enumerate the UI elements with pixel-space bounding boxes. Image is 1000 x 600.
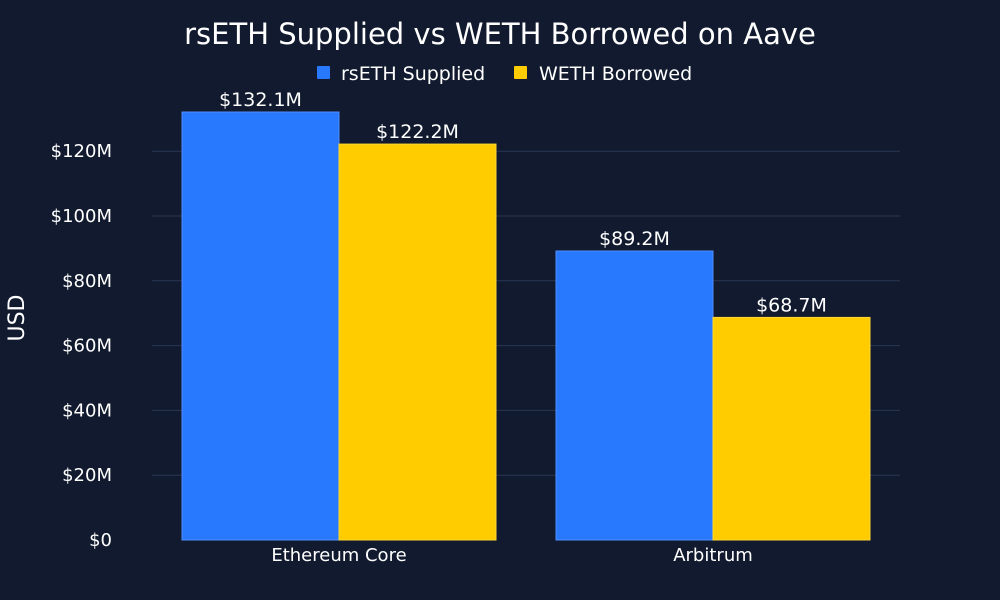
legend-label-weth: WETH Borrowed (539, 63, 692, 85)
legend-swatch-weth (514, 66, 527, 79)
bar-value-label: $89.2M (599, 228, 670, 250)
legend-label-rseth: rsETH Supplied (341, 63, 485, 85)
y-tick-label: $40M (62, 400, 112, 421)
x-tick-label: Arbitrum (673, 545, 753, 566)
bar-weth-borrowed-1 (712, 316, 871, 541)
bar-rseth-supplied-0 (181, 111, 340, 541)
bars (181, 111, 871, 541)
legend: rsETH Supplied WETH Borrowed (317, 63, 692, 85)
bar-value-label: $68.7M (756, 294, 827, 316)
y-axis-title: USD (5, 294, 30, 341)
y-tick-label: $120M (51, 141, 112, 162)
bar-data-labels: $132.1M $122.2M $89.2M $68.7M (219, 89, 827, 316)
y-tick-label: $80M (62, 271, 112, 292)
x-tick-labels: Ethereum Core Arbitrum (271, 545, 752, 566)
legend-swatch-rseth (317, 66, 330, 79)
y-tick-label: $60M (62, 336, 112, 357)
chart-title: rsETH Supplied vs WETH Borrowed on Aave (184, 17, 816, 51)
y-tick-label: $100M (51, 206, 112, 227)
bar-value-label: $132.1M (219, 89, 302, 111)
bar-weth-borrowed-0 (338, 143, 497, 541)
y-tick-label: $0 (89, 530, 112, 551)
bar-rseth-supplied-1 (555, 250, 714, 541)
y-tick-labels: $0 $20M $40M $60M $80M $100M $120M (51, 141, 112, 551)
x-tick-label: Ethereum Core (271, 545, 406, 566)
y-tick-label: $20M (62, 465, 112, 486)
bar-value-label: $122.2M (376, 121, 459, 143)
